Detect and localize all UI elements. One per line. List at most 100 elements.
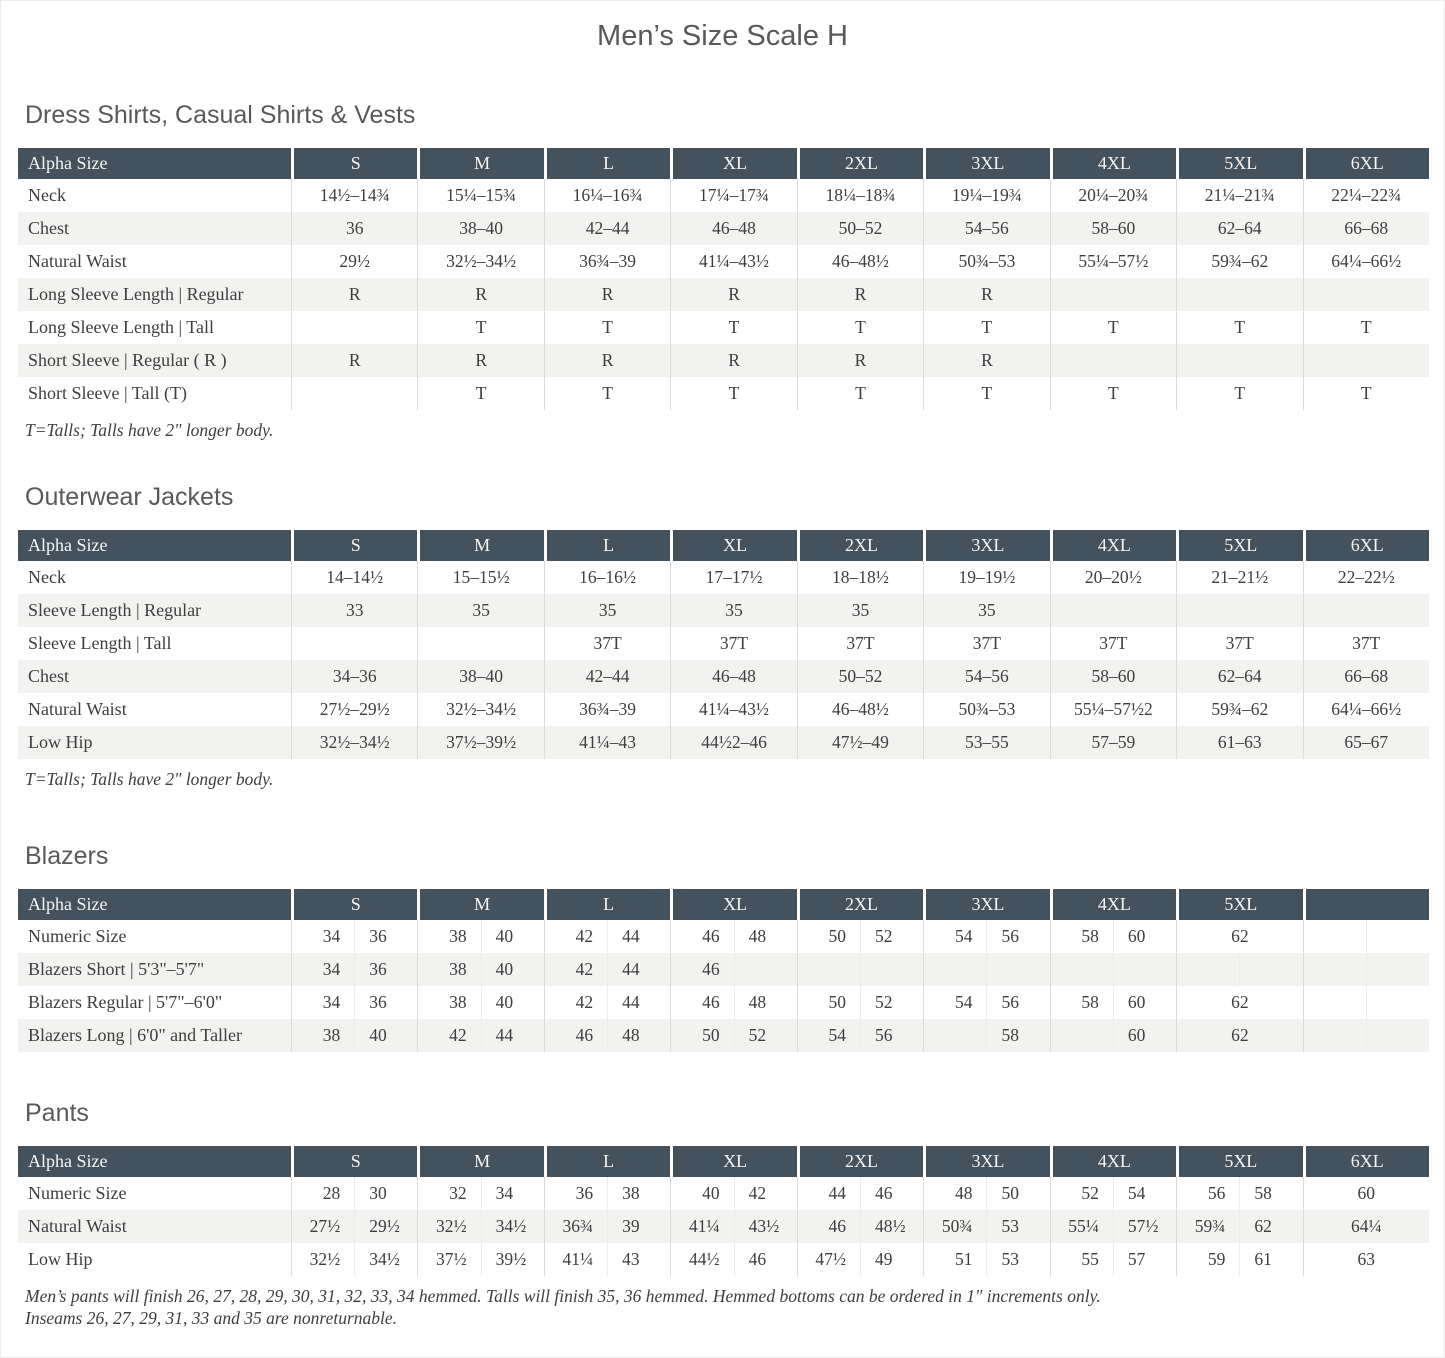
- size-cell: R: [291, 278, 418, 311]
- column-header-6XL: 6XL: [1302, 148, 1429, 179]
- row-label: Short Sleeve | Regular ( R ): [18, 344, 291, 377]
- size-cell: 16–16½: [543, 561, 670, 594]
- size-cell: 40: [480, 920, 544, 953]
- size-cell: 66–68: [1302, 212, 1429, 245]
- size-cell: 62–64: [1176, 212, 1303, 245]
- column-header-M: M: [417, 889, 544, 920]
- size-cell: 53–55: [923, 726, 1050, 759]
- size-cell: 44½: [670, 1243, 733, 1276]
- size-cell: 42: [543, 986, 607, 1019]
- column-header-L: L: [543, 889, 671, 920]
- row-label: Neck: [28, 185, 66, 205]
- size-cell: 46–48½: [796, 693, 923, 726]
- size-cell: 52: [860, 986, 923, 1019]
- row-label: Sleeve Length | Tall: [28, 633, 172, 653]
- column-header-XL: XL: [670, 148, 797, 179]
- row-label: Chest: [18, 660, 291, 693]
- size-cell: 54: [923, 920, 986, 953]
- header-row: Alpha Size S M L XL 2XL 3XL 4XL 5XL 6XL: [18, 530, 1429, 561]
- size-cell: [1365, 986, 1429, 1019]
- table-row: Natural Waist 29½ 32½–34½ 36¾–39 41¼–43½ 46–4…: [18, 245, 1429, 278]
- size-cell: 42: [543, 920, 607, 953]
- column-header-4XL: 4XL: [1049, 1146, 1177, 1177]
- size-cell: 32½–34½: [417, 245, 543, 278]
- size-cell: 35: [796, 594, 924, 627]
- size-cell: 27½–29½: [291, 693, 417, 726]
- size-cell: 37T: [923, 627, 1049, 660]
- size-cell: 58: [1049, 920, 1113, 953]
- table-row: Sleeve Length | Tall 37T 37T 37T 37T 37T 37T 37…: [18, 627, 1429, 660]
- row-label: Blazers Long | 6'0" and Taller: [18, 1019, 291, 1052]
- size-cell: [1049, 1019, 1113, 1052]
- table-row: Low Hip 32½–34½ 37½–39½ 41¼–43 44½2–46 47½–49…: [18, 726, 1429, 759]
- size-cell: T: [670, 377, 796, 410]
- outerwear-jackets-table-host: Alpha Size S M L XL 2XL 3XL 4XL 5XL 6XL Neck 14–14½…: [18, 530, 1430, 759]
- size-cell: 41¼–43: [543, 726, 671, 759]
- size-cell: [1049, 953, 1113, 986]
- size-cell: R: [923, 344, 1050, 377]
- size-cell: 36: [354, 920, 417, 953]
- size-cell: 39½: [480, 1243, 544, 1276]
- blazers-table: Alpha Size S M L XL 2XL 3XL 4XL 5XL Numeric Size 3…: [18, 889, 1429, 1052]
- section-blazers: Blazers Alpha Size S M L XL 2XL 3XL 4XL 5XL Numer…: [18, 840, 1429, 1052]
- size-cell: 36¾: [543, 1210, 608, 1243]
- row-label: Blazers Short | 5'3"–5'7": [18, 953, 291, 986]
- size-cell: 38–40: [417, 660, 544, 693]
- size-cell: 53: [986, 1243, 1049, 1276]
- table-row: Neck 14–14½ 15–15½ 16–16½ 17–17½ 18–18½ 19–19½…: [18, 561, 1429, 594]
- size-cell: 64¼–66½: [1302, 693, 1430, 726]
- size-cell: 34: [291, 953, 355, 986]
- size-cell: 37T: [1176, 627, 1302, 660]
- size-cell: 51: [923, 1243, 986, 1276]
- size-cell: [1112, 953, 1177, 986]
- size-cell: [1176, 594, 1303, 627]
- size-cell: 36: [354, 986, 417, 1019]
- size-cell: [291, 311, 417, 344]
- size-cell: 34½: [354, 1243, 417, 1276]
- size-cell: 46: [543, 1019, 608, 1052]
- size-cell: 42–44: [543, 660, 671, 693]
- size-cell: 60: [1112, 920, 1176, 953]
- size-cell: 56: [1176, 1177, 1239, 1210]
- column-header-2XL: 2XL: [796, 148, 924, 179]
- size-cell: 62: [1176, 920, 1302, 953]
- table-row: Short Sleeve | Tall (T) T T T T T T T T: [18, 377, 1429, 410]
- size-cell: 50: [986, 1177, 1049, 1210]
- size-cell: [923, 1019, 987, 1052]
- size-cell: 35: [670, 594, 797, 627]
- size-cell: 59¾: [1176, 1210, 1240, 1243]
- column-header-5XL: 5XL: [1176, 148, 1303, 179]
- size-cell: 39: [607, 1210, 671, 1243]
- size-cell: 65–67: [1302, 726, 1429, 759]
- pants-table-host: Alpha Size S M L XL 2XL 3XL 4XL 5XL 6XL Numeric Si…: [18, 1146, 1429, 1276]
- size-cell: 37½–39½: [417, 726, 544, 759]
- column-header-L: L: [543, 530, 671, 561]
- column-header-4XL: 4XL: [1049, 889, 1177, 920]
- size-cell: R: [796, 278, 924, 311]
- size-cell: 58–60: [1049, 212, 1177, 245]
- size-cell: T: [1302, 311, 1430, 344]
- size-cell: 36¾–39: [543, 245, 670, 278]
- size-cell: 30: [354, 1177, 417, 1210]
- size-cell: 50¾: [923, 1210, 987, 1243]
- size-cell: T: [1176, 311, 1302, 344]
- size-cell: 35: [923, 594, 1050, 627]
- size-cell: 56: [986, 986, 1049, 1019]
- size-cell: 34–36: [291, 660, 418, 693]
- size-cell: T: [543, 377, 670, 410]
- size-cell: [1302, 1019, 1366, 1052]
- size-cell: 41¼–43½: [670, 693, 796, 726]
- size-cell: 54–56: [923, 212, 1050, 245]
- column-header-S: S: [291, 889, 418, 920]
- size-cell: 28: [291, 1177, 354, 1210]
- section-heading-pants: Pants: [25, 1099, 89, 1127]
- size-cell: 44½2–46: [670, 726, 797, 759]
- dress-shirts-table-host: Alpha Size S M L XL 2XL 3XL 4XL 5XL 6XL Neck 14½–14…: [18, 148, 1430, 410]
- size-cell: T: [417, 377, 543, 410]
- corner-header: Alpha Size: [18, 148, 291, 179]
- row-label: Natural Waist: [28, 251, 127, 271]
- size-cell: 20¼–20¾: [1049, 179, 1176, 212]
- row-label: Long Sleeve Length | Tall: [28, 317, 214, 337]
- size-cell: 43½: [733, 1210, 797, 1243]
- row-label: Chest: [18, 212, 291, 245]
